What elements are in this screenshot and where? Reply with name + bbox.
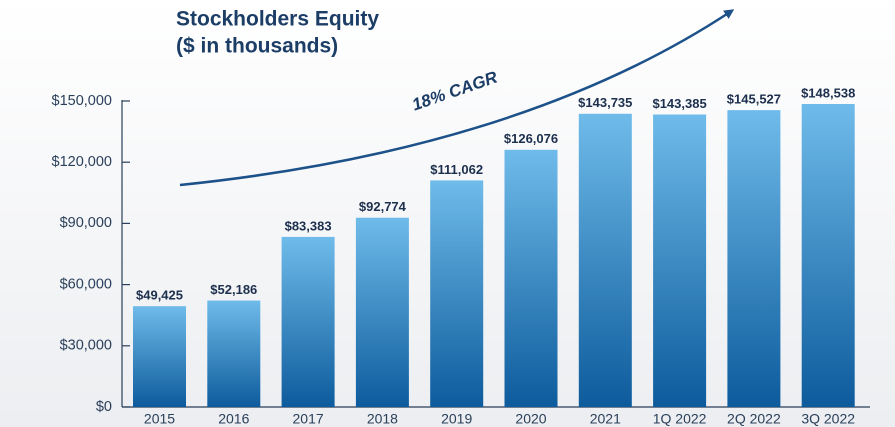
bar [504,149,558,407]
bar [801,103,855,407]
bar [133,306,186,407]
bar [281,236,335,407]
value-label: $143,385 [652,96,706,111]
chart-title: Stockholders Equity [176,8,379,31]
value-label: $143,735 [578,95,632,110]
bar [727,110,781,407]
y-tick-label: $30,000 [60,338,112,354]
value-label: $52,186 [210,282,257,297]
x-tick-label: 2018 [367,411,398,427]
x-tick-label: 1Q 2022 [653,411,707,427]
y-tick-label: $90,000 [60,215,112,231]
y-tick-label: $0 [96,399,112,415]
x-tick-label: 2017 [293,411,324,427]
x-tick-label: 2015 [144,411,175,427]
value-label: $126,076 [504,131,558,146]
y-tick-label: $60,000 [60,276,112,292]
cagr-arrow [179,9,735,187]
chart-subtitle: ($ in thousands) [176,35,338,58]
y-tick-label: $120,000 [52,154,112,170]
x-tick-label: 2019 [441,411,472,427]
value-label: $83,383 [285,218,332,233]
bar [653,114,707,407]
y-tick-label: $150,000 [52,93,112,109]
x-tick-label: 2Q 2022 [727,411,781,427]
x-tick-label: 2020 [515,411,546,427]
value-label: $92,774 [359,199,407,214]
bar [207,300,261,407]
value-label: $148,538 [801,85,855,100]
value-label: $111,062 [430,162,483,177]
x-tick-label: 2021 [590,411,621,427]
bar [430,180,484,407]
x-tick-label: 2016 [218,411,249,427]
value-label: $145,527 [727,92,781,107]
x-tick-label: 3Q 2022 [801,411,855,427]
value-label: $49,425 [136,288,183,303]
bar [355,217,409,407]
bar [578,113,632,407]
